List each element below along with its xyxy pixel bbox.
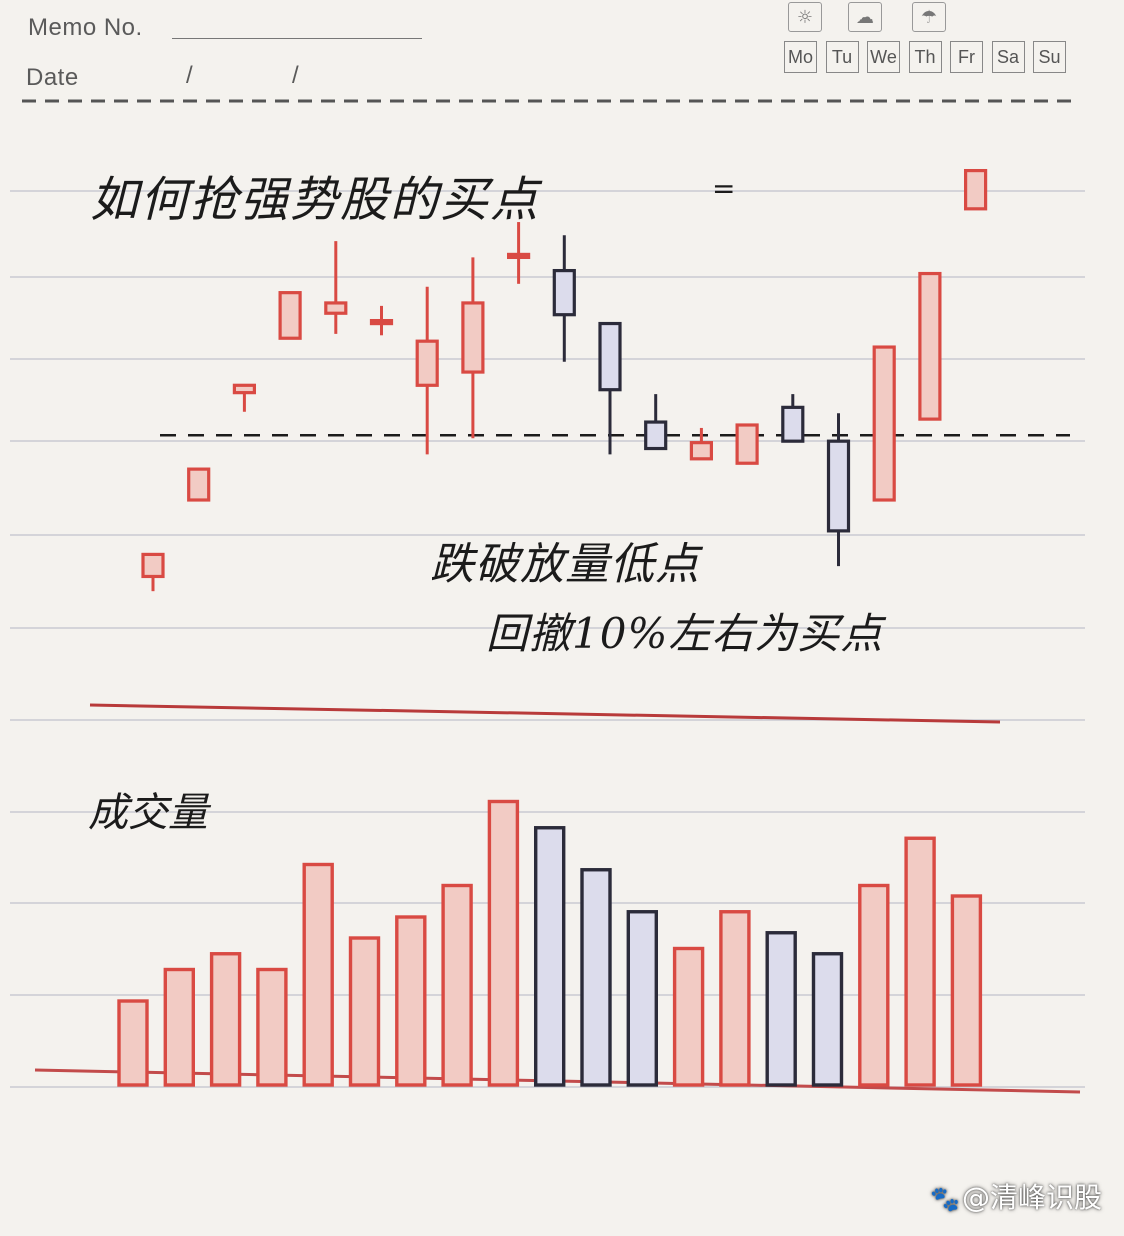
candle-3	[278, 291, 302, 340]
cloud-sun-icon: ☁	[848, 2, 882, 32]
candle-12	[689, 427, 714, 461]
candle-18	[963, 168, 988, 211]
date-separator-1: /	[186, 62, 194, 89]
candle-13	[735, 423, 759, 465]
volume-bar-13	[719, 910, 751, 1087]
candle-9	[552, 235, 576, 362]
date-label: Date	[26, 64, 79, 91]
annotation-break: 跌破放量低点	[430, 539, 700, 590]
volume-bar-11	[626, 910, 658, 1087]
title-colon: =	[712, 172, 736, 205]
volume-bar-10	[580, 868, 612, 1087]
volume-bar-1	[163, 967, 196, 1087]
candle-8	[507, 222, 531, 284]
candle-2	[232, 383, 256, 412]
candle-15	[826, 413, 851, 567]
memo-label: Memo No.	[28, 14, 143, 41]
weekday-su: Su	[1033, 41, 1066, 73]
volume-bar-6	[395, 915, 427, 1087]
annotation-buy-point: 回撤10%左右为买点	[486, 609, 884, 658]
volume-bar-15	[811, 952, 844, 1087]
date-separator-2: /	[292, 62, 300, 89]
volume-bar-4	[302, 862, 334, 1087]
volume-bar-8	[487, 799, 520, 1087]
volume-bar-9	[534, 826, 566, 1087]
candle-14	[781, 394, 805, 443]
weekday-tu: Tu	[825, 41, 859, 73]
candle-7	[461, 257, 485, 439]
candle-16	[872, 345, 896, 502]
weekday-fr: Fr	[950, 41, 983, 73]
volume-bar-0	[117, 999, 149, 1087]
memo-line	[172, 38, 422, 39]
candle-11	[644, 394, 668, 451]
candle-0	[141, 552, 165, 592]
weekday-we: We	[867, 41, 900, 73]
paw-icon: 🐾	[930, 1185, 960, 1213]
volume-bar-2	[209, 952, 242, 1087]
weekday-mo: Mo	[784, 41, 817, 73]
candle-5	[369, 305, 394, 336]
volume-bar-14	[765, 931, 797, 1087]
candle-17	[918, 271, 942, 421]
sun-icon: ☼	[788, 2, 822, 32]
candle-4	[324, 241, 348, 334]
weekday-sa: Sa	[991, 41, 1025, 73]
rain-icon: ☂	[912, 2, 946, 32]
volume-bar-17	[904, 836, 936, 1087]
volume-title: 成交量	[88, 790, 208, 836]
volume-bar-7	[441, 883, 473, 1087]
section-divider	[89, 703, 1001, 724]
candle-6	[415, 286, 439, 455]
volume-bar-5	[348, 936, 381, 1087]
volume-bar-12	[672, 946, 705, 1087]
candle-10	[598, 321, 622, 455]
volume-bar-18	[950, 894, 983, 1087]
volume-bar-16	[858, 883, 890, 1087]
chart-title: 如何抢强势股的买点	[90, 172, 541, 228]
weekday-th: Th	[908, 41, 942, 73]
candle-1	[187, 467, 211, 502]
watermark: 🐾@清峰识股	[930, 1181, 1102, 1214]
volume-bar-3	[256, 967, 288, 1087]
